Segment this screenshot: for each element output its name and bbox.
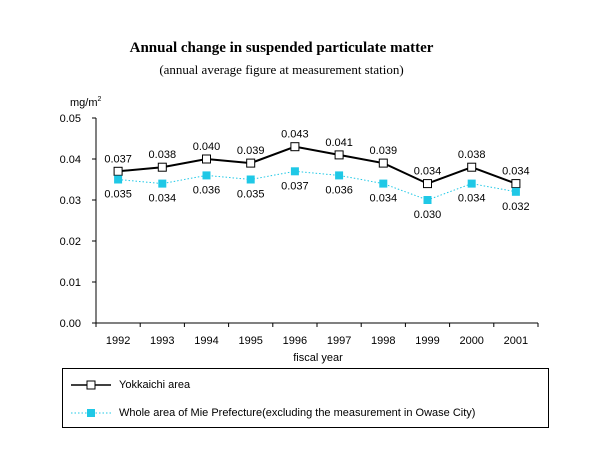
data-label: 0.038 [149,149,177,161]
data-label: 0.034 [458,193,486,205]
legend-label-mie: Whole area of Mie Prefecture(excluding t… [119,407,476,419]
data-point [378,158,388,168]
series-line [118,170,516,201]
data-label: 0.039 [370,145,398,157]
axes: 0.00 0.01 0.02 0.03 0.04 0.05 1992 1993 1994 1995… [60,113,539,347]
data-point [334,150,344,160]
data-point [335,171,344,180]
legend-swatch-yokkaichi [71,380,111,390]
y-tick-label: 0.02 [60,236,81,248]
data-label: 0.034 [414,166,442,178]
y-tick-label: 0.01 [60,277,81,289]
data-label: 0.037 [104,153,132,165]
data-point [114,175,123,184]
y-tick-label: 0.00 [60,318,81,330]
x-tick-label: 1998 [371,335,395,347]
data-label: 0.037 [281,180,309,192]
data-label: 0.038 [458,149,486,161]
data-point [246,175,255,184]
series-line [118,145,517,185]
data-label: 0.034 [149,193,177,205]
data-point [246,158,256,168]
data-label: 0.032 [502,201,530,213]
data-label: 0.040 [193,141,221,153]
data-point [290,167,299,176]
data-label: 0.039 [237,145,265,157]
data-point [202,154,211,164]
x-tick-label: 1994 [194,335,218,347]
data-point [511,179,521,189]
x-tick-label: 1995 [238,335,262,347]
x-tick-label: 2001 [504,335,528,347]
data-point [511,187,520,196]
data-point [158,179,167,188]
legend-swatch-mie [71,409,111,417]
data-point [113,166,123,176]
legend-item-mie: Whole area of Mie Prefecture(excluding t… [71,405,475,421]
series-1: 0.035 0.034 0.036 0.035 0.037 0.036 0.034 0.030… [104,167,530,221]
data-point [379,179,388,188]
y-axis-label: mg/m2 [70,96,102,109]
chart-subtitle: (annual average figure at measurement st… [159,62,404,77]
data-label: 0.036 [325,184,353,196]
data-label: 0.030 [414,209,442,221]
data-point [202,171,211,180]
data-label: 0.043 [281,129,309,141]
data-point [467,162,477,172]
x-tick-label: 2000 [459,335,483,347]
x-tick-label: 1992 [106,335,130,347]
y-tick-label: 0.03 [60,195,81,207]
x-axis-label: fiscal year [293,352,343,364]
y-tick-label: 0.05 [60,113,81,125]
data-label: 0.041 [325,137,353,149]
data-point [157,162,167,172]
data-point [467,179,476,188]
legend: Yokkaichi area Whole area of Mie Prefect… [62,368,549,428]
series-0: 0.037 0.038 0.040 0.039 0.043 0.041 0.039 0.034… [104,129,530,189]
data-point [290,142,300,152]
x-tick-label: 1996 [283,335,307,347]
data-label: 0.034 [502,166,530,178]
y-tick-label: 0.04 [60,154,81,166]
legend-label-yokkaichi: Yokkaichi area [119,379,191,391]
x-tick-label: 1993 [150,335,174,347]
data-label: 0.034 [370,193,398,205]
legend-item-yokkaichi: Yokkaichi area [71,377,190,393]
x-tick-label: 1999 [415,335,439,347]
data-point [423,196,432,204]
data-label: 0.036 [193,184,221,196]
data-label: 0.035 [104,189,132,201]
chart-title: Annual change in suspended particulate m… [129,40,434,56]
data-label: 0.035 [237,189,265,201]
data-point [423,179,432,189]
x-tick-label: 1997 [327,335,351,347]
series-layer: 0.037 0.038 0.040 0.039 0.043 0.041 0.039 0.034… [104,129,529,221]
